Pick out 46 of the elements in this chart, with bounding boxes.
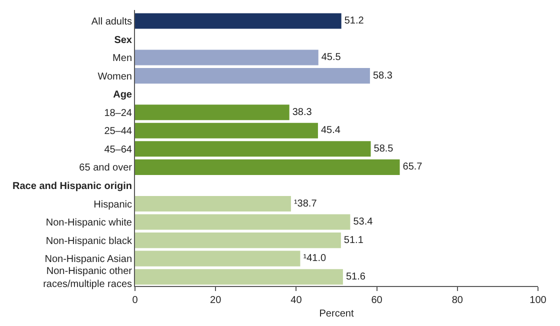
- bar: [135, 141, 371, 157]
- data-label: 65.7: [402, 162, 423, 173]
- data-label: 45.4: [320, 125, 341, 136]
- y-tick-label: 65 and over: [79, 162, 133, 174]
- bar: [135, 68, 370, 84]
- data-label: 38.3: [292, 106, 312, 118]
- y-tick-label: Race and Hispanic origin: [12, 180, 132, 192]
- y-tick-label: All adults: [91, 16, 132, 28]
- data-label: 58.3: [372, 70, 393, 82]
- y-tick-label: Hispanic: [94, 199, 132, 210]
- x-tick-label: 100: [530, 295, 547, 306]
- x-tick-label: 0: [132, 295, 138, 306]
- y-tick-label: Non-Hispanic black: [46, 236, 133, 247]
- data-label: 51.2: [344, 15, 364, 26]
- y-tick-label: Men: [112, 53, 132, 64]
- bar: [135, 250, 300, 266]
- bar: [135, 232, 341, 248]
- y-tick-label: 18–24: [104, 108, 132, 119]
- data-label: 53.4: [353, 216, 374, 228]
- bar: [135, 122, 318, 138]
- bar: [135, 214, 350, 230]
- bar: [135, 104, 290, 120]
- y-tick-label: Women: [98, 71, 132, 82]
- data-label: ¹38.7: [294, 198, 318, 210]
- x-tick-label: 60: [371, 295, 383, 306]
- bar: [135, 269, 343, 285]
- bar: [135, 196, 291, 212]
- data-label: 51.6: [346, 271, 366, 282]
- bar: [135, 159, 400, 175]
- y-tick-label: Non-Hispanic white: [46, 218, 132, 229]
- y-tick-label: Age: [113, 90, 132, 101]
- bar: [135, 50, 318, 66]
- data-label: 58.5: [374, 143, 394, 154]
- x-axis-title: Percent: [319, 308, 354, 320]
- y-tick-label: 45–64: [104, 144, 132, 156]
- y-tick-label: Sex: [114, 34, 132, 46]
- x-tick-label: 20: [210, 295, 222, 306]
- x-tick-label: 40: [290, 295, 302, 306]
- data-label: 51.1: [344, 234, 364, 246]
- y-tick-label: 25–44: [104, 126, 132, 138]
- y-tick-label: Non-Hispanic Asian: [44, 254, 132, 266]
- bar: [135, 13, 342, 29]
- data-label: ¹41.0: [303, 253, 326, 264]
- data-label: 45.5: [321, 52, 342, 64]
- x-tick-label: 80: [452, 295, 464, 306]
- y-tick-label: Non-Hispanic other races/multiple races: [43, 266, 133, 290]
